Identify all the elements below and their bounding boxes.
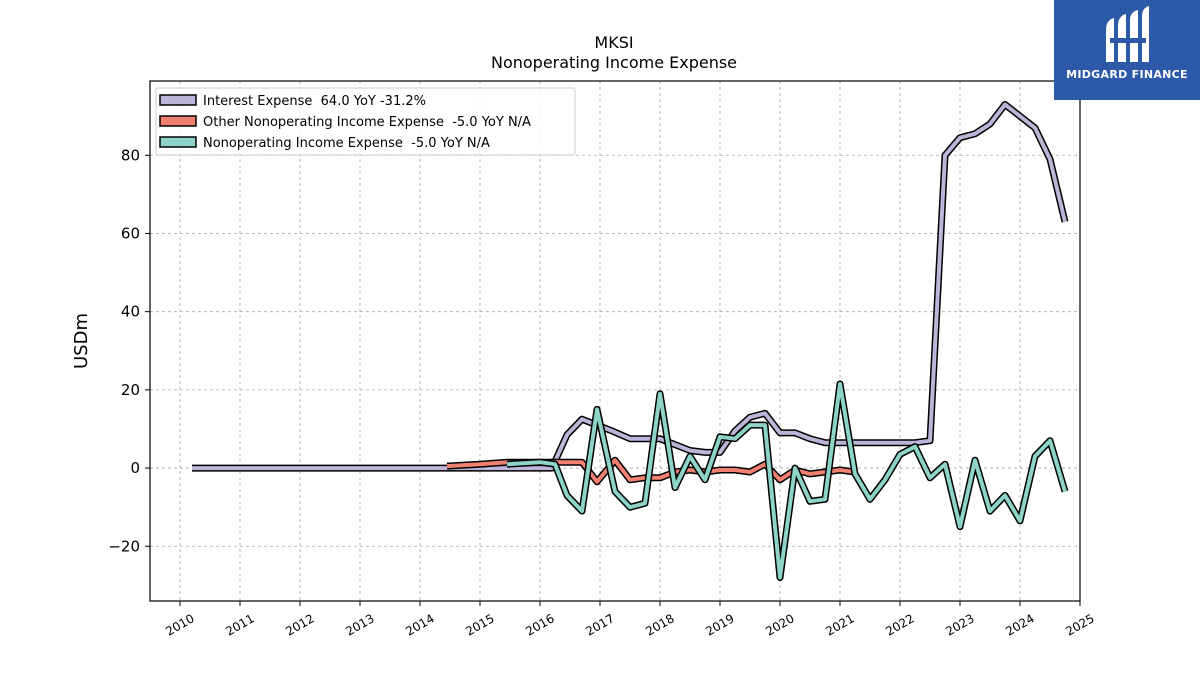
brand-logo-text: MIDGARD FINANCE — [1066, 68, 1188, 81]
x-tick-label: 2021 — [823, 611, 856, 638]
x-tick-label: 2019 — [703, 611, 736, 638]
legend-label-nonoperating-income: Nonoperating Income Expense -5.0 YoY N/A — [203, 136, 490, 151]
x-tick-label: 2015 — [463, 611, 496, 638]
legend-swatch-other-nonoperating — [159, 115, 197, 127]
x-tick-label: 2018 — [643, 611, 676, 638]
axis-ticks: 2010 2011 2012 2013 2014 2015 2016 2017 2018 2019… — [108, 146, 1096, 638]
legend: Interest Expense 64.0 YoY -31.2% Other N… — [155, 87, 576, 156]
x-tick-label: 2016 — [523, 611, 556, 638]
plot-frame — [149, 80, 1081, 602]
x-tick-label: 2023 — [943, 611, 976, 638]
brand-logo: MIDGARD FINANCE — [1054, 0, 1200, 100]
legend-label-interest-expense: Interest Expense 64.0 YoY -31.2% — [203, 94, 426, 109]
x-tick-label: 2024 — [1003, 611, 1036, 638]
x-tick-label: 2011 — [223, 611, 256, 638]
chart-subtitle: Nonoperating Income Expense — [491, 53, 737, 72]
x-tick-label: 2013 — [343, 611, 376, 638]
series-line-nonoperating-income-expense — [506, 382, 1067, 580]
legend-label-other-nonoperating: Other Nonoperating Income Expense -5.0 Y… — [203, 115, 531, 130]
x-tick-label: 2022 — [883, 611, 916, 638]
x-tick-label: 2017 — [583, 611, 616, 638]
x-tick-label: 2012 — [283, 611, 316, 638]
x-tick-label: 2010 — [163, 611, 196, 638]
legend-swatch-interest-expense — [159, 94, 197, 106]
y-tick-label: −20 — [108, 537, 140, 555]
y-tick-label: 60 — [121, 224, 140, 242]
midgard-logo-icon — [1106, 6, 1149, 62]
y-tick-label: 0 — [130, 459, 140, 477]
series-outline-interest-expense — [192, 101, 1069, 472]
y-axis-label: USDm — [71, 313, 92, 369]
legend-frame — [155, 87, 576, 156]
series-line-interest-expense — [192, 102, 1067, 471]
y-tick-label: 80 — [121, 146, 140, 164]
x-tick-label: 2020 — [763, 611, 796, 638]
chart-title: MKSI — [594, 33, 633, 52]
y-tick-label: 40 — [121, 303, 140, 321]
y-tick-label: 20 — [121, 381, 140, 399]
series-lines — [192, 101, 1069, 581]
grid — [150, 81, 1081, 601]
x-tick-label: 2014 — [403, 611, 436, 638]
x-tick-label: 2025 — [1063, 611, 1096, 638]
legend-swatch-nonoperating-income — [159, 136, 197, 148]
